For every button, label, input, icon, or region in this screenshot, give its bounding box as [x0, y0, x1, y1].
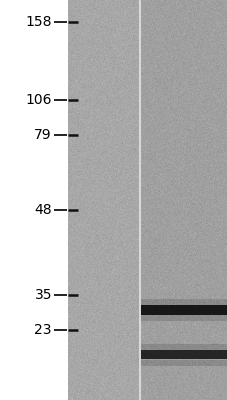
Bar [140, 344, 227, 350]
Bar [140, 360, 227, 366]
Text: 48: 48 [34, 203, 52, 217]
Text: 35: 35 [34, 288, 52, 302]
Text: 79: 79 [34, 128, 52, 142]
Bar [140, 315, 227, 321]
Text: 158: 158 [25, 15, 52, 29]
Bar [140, 350, 227, 358]
Text: 23: 23 [34, 323, 52, 337]
Bar [140, 305, 227, 315]
Bar [140, 299, 227, 305]
Text: 106: 106 [25, 93, 52, 107]
